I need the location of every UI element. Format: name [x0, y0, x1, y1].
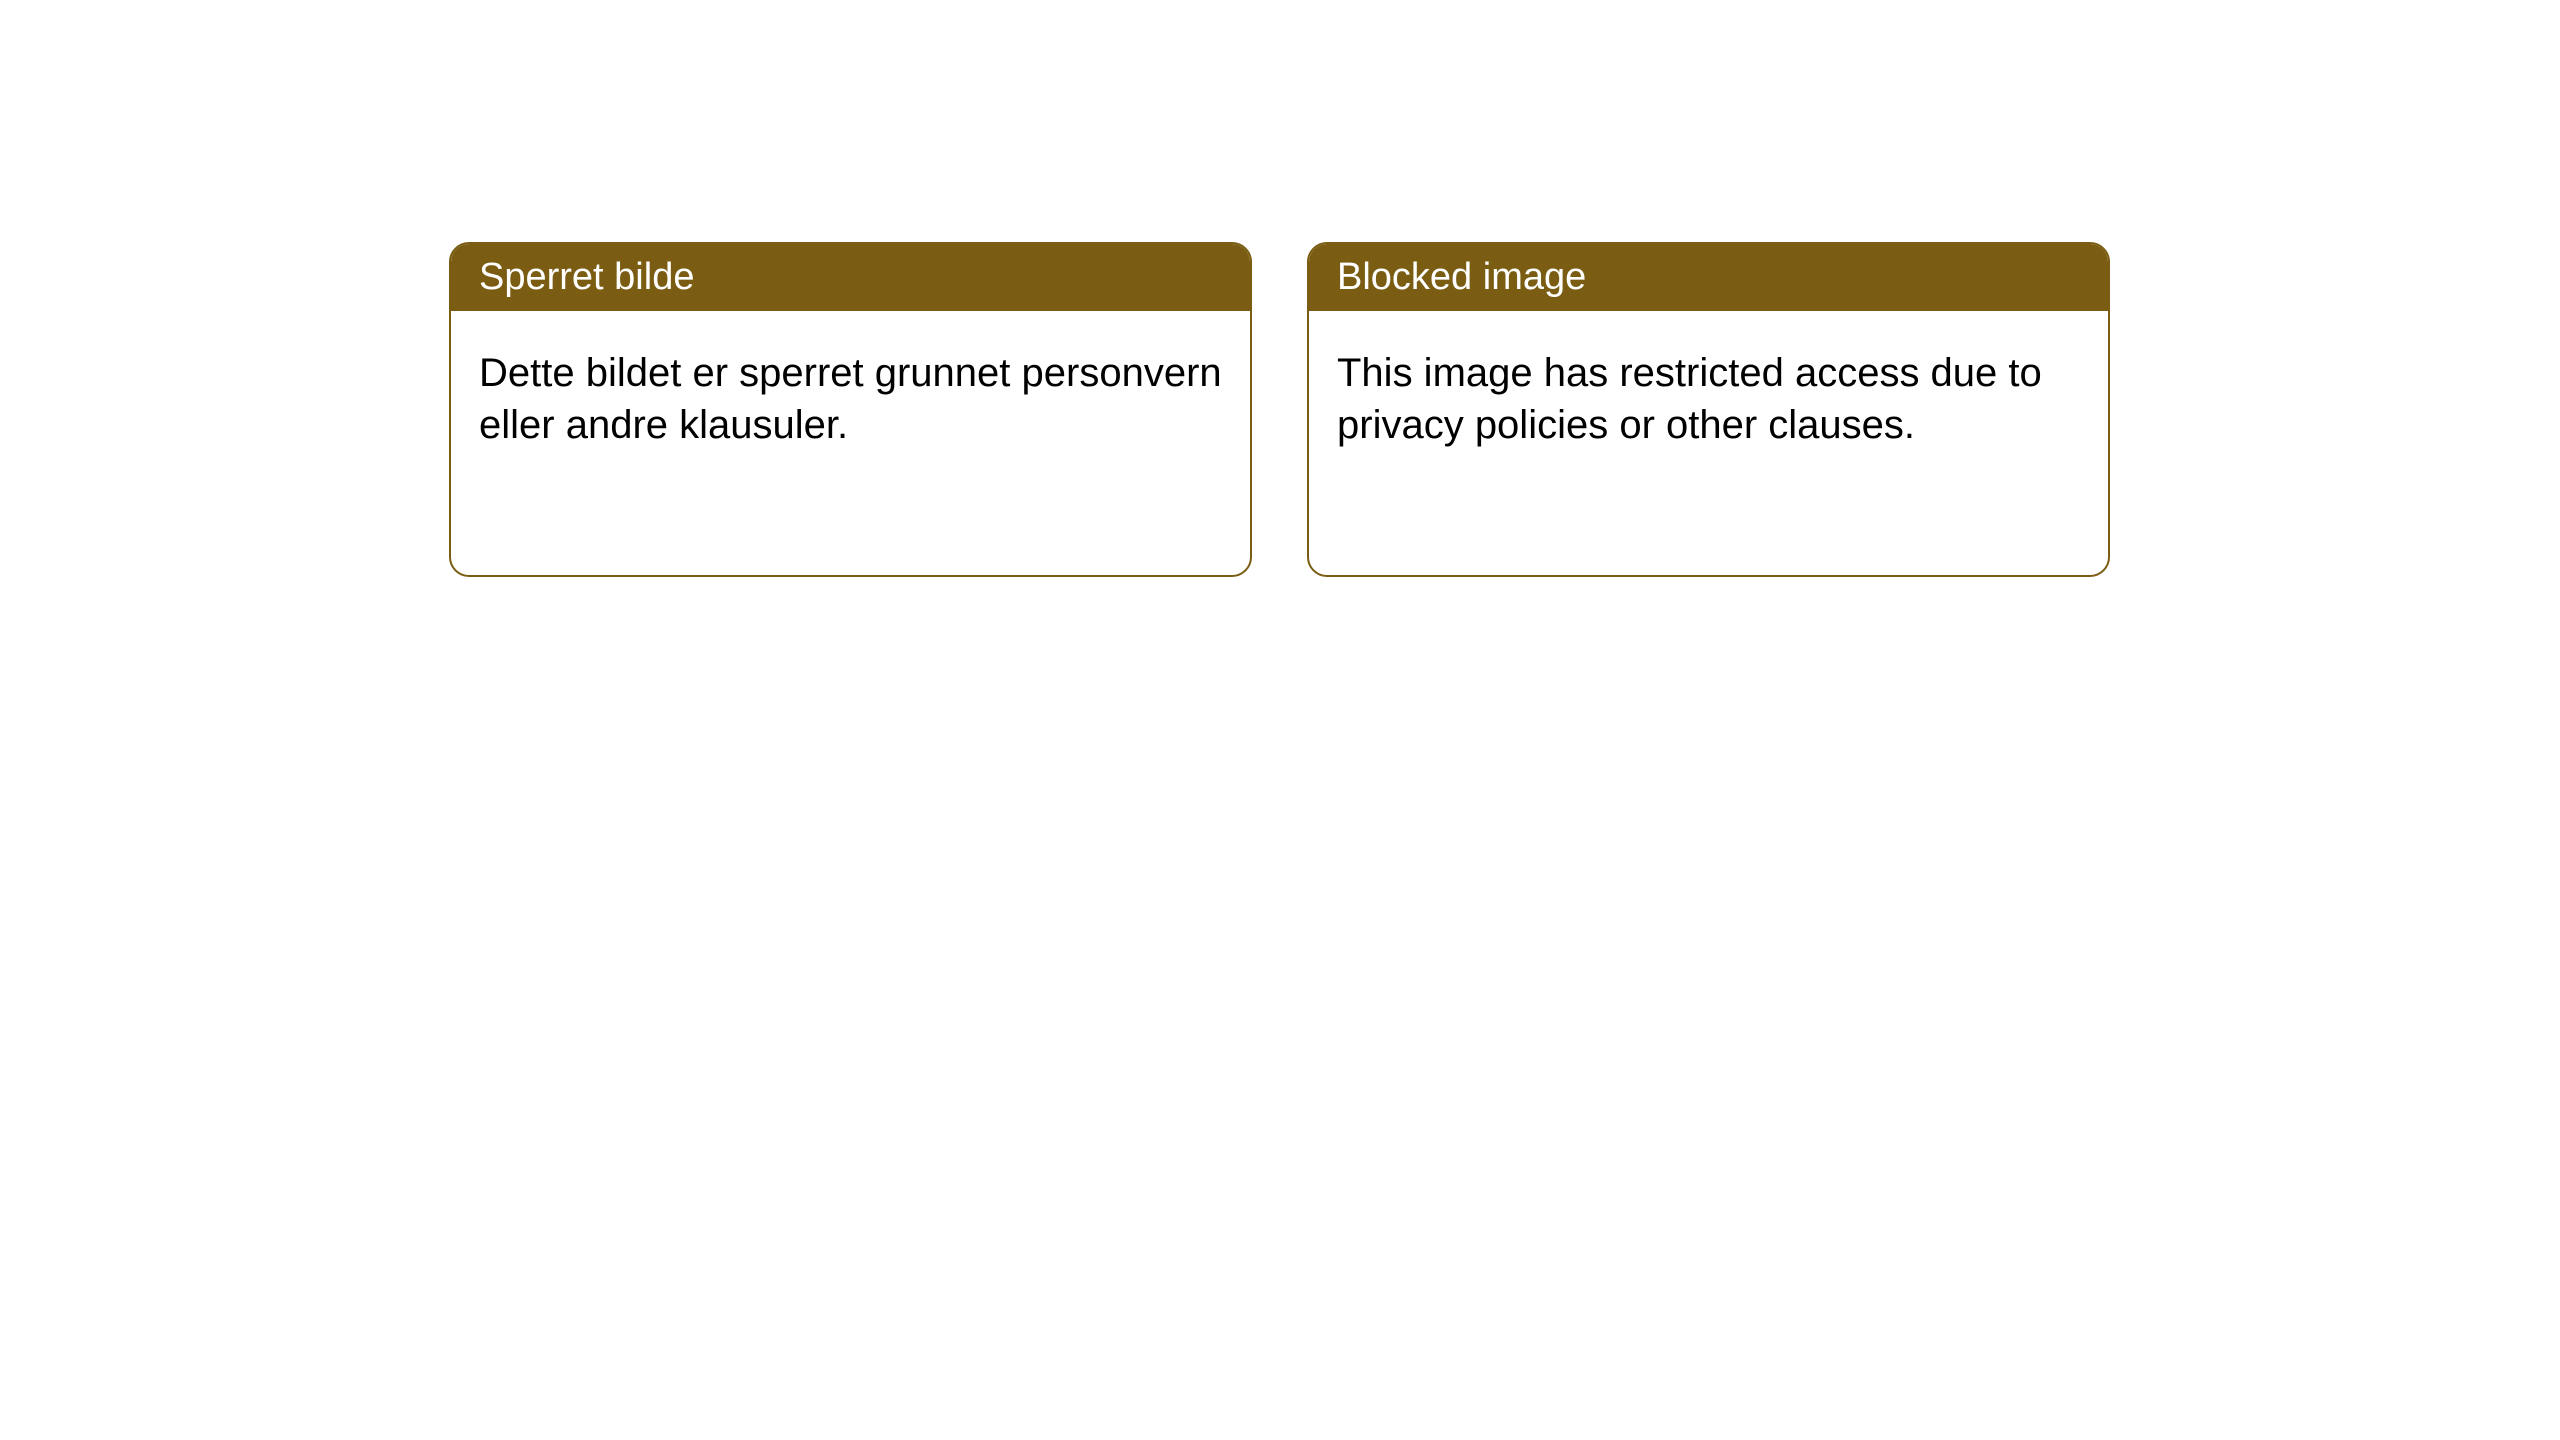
notice-cards-container: Sperret bilde Dette bildet er sperret gr…: [449, 242, 2110, 577]
card-body: This image has restricted access due to …: [1309, 311, 2108, 487]
card-title: Blocked image: [1337, 256, 1586, 298]
notice-card-norwegian: Sperret bilde Dette bildet er sperret gr…: [449, 242, 1252, 577]
card-body-text: Dette bildet er sperret grunnet personve…: [479, 351, 1222, 447]
card-body: Dette bildet er sperret grunnet personve…: [451, 311, 1250, 487]
card-body-text: This image has restricted access due to …: [1337, 351, 2042, 447]
card-header: Blocked image: [1309, 244, 2108, 311]
notice-card-english: Blocked image This image has restricted …: [1307, 242, 2110, 577]
card-header: Sperret bilde: [451, 244, 1250, 311]
card-title: Sperret bilde: [479, 256, 694, 298]
